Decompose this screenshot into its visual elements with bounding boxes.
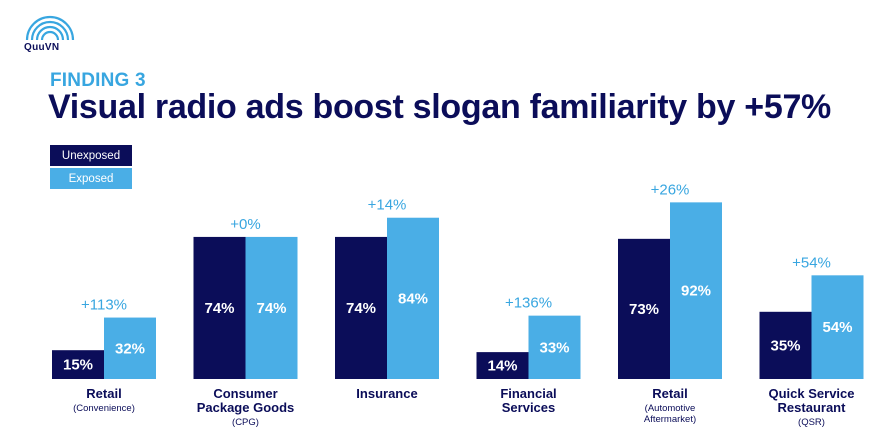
data-label-exposed: 33% [539,339,569,356]
bar-unexposed [618,238,670,379]
logo-wordmark: QuuVN [24,42,60,53]
data-label-unexposed: 74% [204,300,234,317]
bar-unexposed [476,352,529,379]
category-sublabel: (CPG) [232,417,259,428]
lift-label: +113% [81,297,127,314]
lift-label: +54% [792,254,831,271]
signal-waves-icon [25,15,75,41]
category-sublabel: Aftermarket) [644,414,696,425]
bar-unexposed [193,236,246,379]
lift-label: +136% [505,295,552,312]
data-label-exposed: 32% [115,340,145,357]
category-sublabel: (Automotive [645,403,696,414]
finding-kicker: FINDING 3 [50,70,146,91]
category-sublabel: (QSR) [798,417,825,428]
category-label: Financial [500,386,556,401]
bar-unexposed [52,350,104,379]
data-label-exposed: 84% [398,290,428,307]
lift-label: +0% [230,216,260,233]
legend-unexposed: Unexposed [50,145,132,166]
page-title: Visual radio ads boost slogan familiarit… [48,88,831,126]
category-label: Services [502,400,556,415]
category-label: Consumer [213,386,277,401]
lift-label: +14% [368,197,407,214]
bar-exposed [670,202,722,379]
data-label-unexposed: 73% [629,301,659,318]
data-label-unexposed: 74% [346,300,376,317]
bar-exposed [811,275,864,379]
data-label-unexposed: 15% [63,357,93,374]
data-label-exposed: 92% [681,283,711,300]
category-label: Restaurant [778,400,847,415]
data-label-unexposed: 14% [487,358,517,375]
bar-exposed [245,236,298,379]
bar-unexposed [759,311,812,379]
category-label: Insurance [356,386,417,401]
bar-unexposed [335,236,387,379]
category-label: Quick Service [769,386,855,401]
quuvn-logo: QuuVN [24,8,86,58]
bar-exposed [528,315,581,379]
legend-exposed: Exposed [50,168,132,189]
data-label-unexposed: 35% [770,337,800,354]
category-sublabel: (Convenience) [73,403,135,414]
data-label-exposed: 54% [822,319,852,336]
category-label: Retail [86,386,121,401]
lift-label: +26% [651,181,690,198]
bar-exposed [104,317,156,379]
data-label-exposed: 74% [256,300,286,317]
category-label: Retail [652,386,687,401]
category-label: Package Goods [197,400,295,415]
bar-exposed [387,217,439,379]
chart-legend: Unexposed Exposed [50,145,132,189]
